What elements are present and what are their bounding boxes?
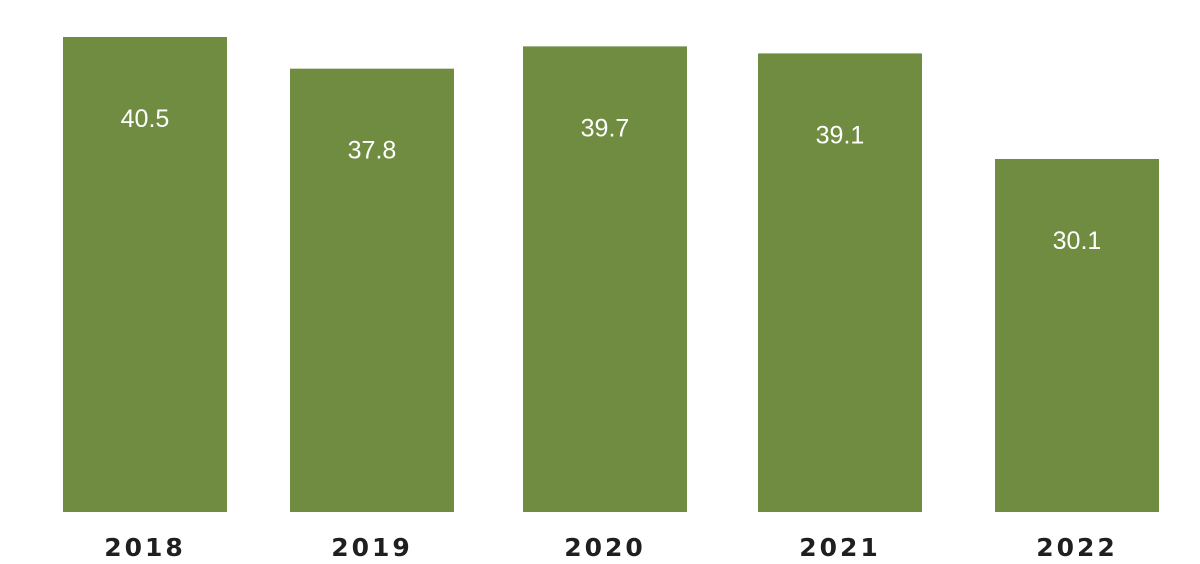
x-tick-label-2021: 2021 bbox=[799, 533, 881, 562]
bar-2021 bbox=[758, 53, 922, 513]
bar-2018 bbox=[63, 37, 227, 512]
value-labels-group: 40.5 37.8 39.7 39.1 30.1 bbox=[121, 105, 1102, 255]
bar-2020 bbox=[523, 46, 687, 512]
bar-value-label-2021: 39.1 bbox=[816, 121, 865, 149]
bars-group bbox=[63, 37, 1159, 513]
category-labels-group: 2018 2019 2020 2021 2022 bbox=[104, 533, 1118, 562]
x-tick-label-2020: 2020 bbox=[564, 533, 646, 562]
x-tick-label-2019: 2019 bbox=[331, 533, 413, 562]
bar-value-label-2020: 39.7 bbox=[581, 114, 630, 142]
bar-value-label-2018: 40.5 bbox=[121, 105, 170, 133]
x-tick-label-2018: 2018 bbox=[104, 533, 186, 562]
bar-value-label-2022: 30.1 bbox=[1053, 227, 1102, 255]
bar-2019 bbox=[290, 68, 454, 513]
bar-2022 bbox=[995, 158, 1159, 512]
bar-value-label-2019: 37.8 bbox=[348, 137, 397, 165]
x-tick-label-2022: 2022 bbox=[1036, 533, 1118, 562]
